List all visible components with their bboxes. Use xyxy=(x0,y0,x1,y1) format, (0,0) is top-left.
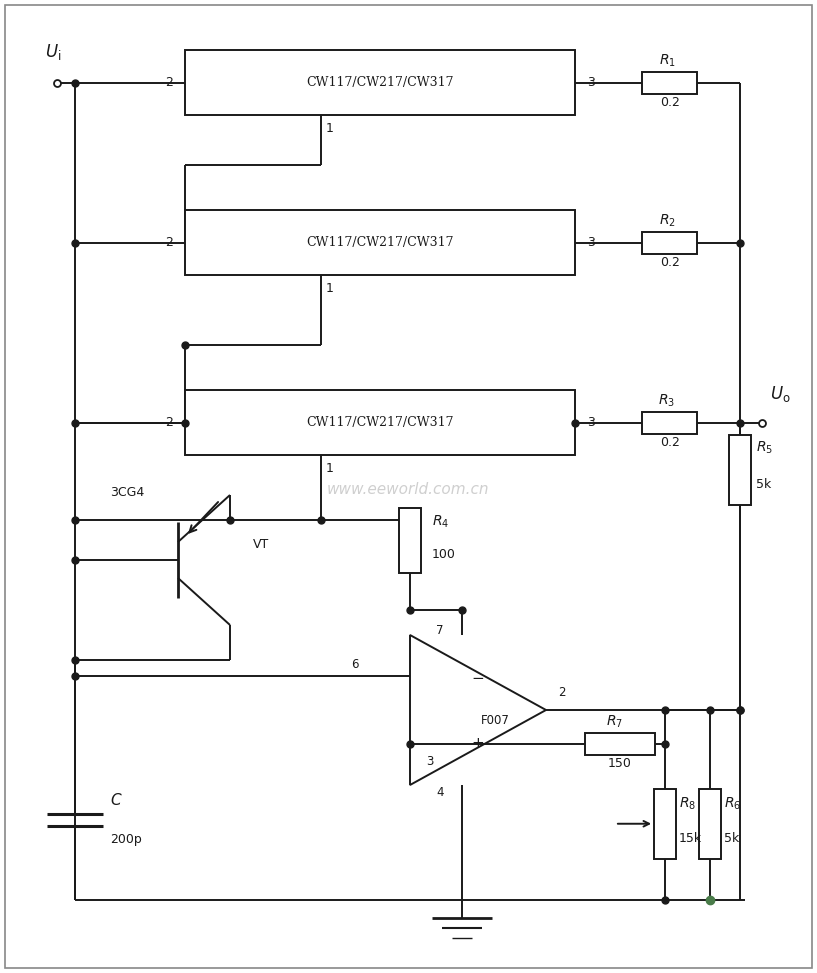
Text: 5k: 5k xyxy=(756,479,771,491)
Bar xyxy=(699,789,721,859)
Bar xyxy=(642,232,698,254)
Text: CW117/CW217/CW317: CW117/CW217/CW317 xyxy=(306,416,453,429)
Bar xyxy=(585,733,655,755)
Text: 2: 2 xyxy=(165,416,173,429)
Text: 4: 4 xyxy=(436,786,444,800)
Bar xyxy=(185,210,575,275)
Text: $R_2$: $R_2$ xyxy=(659,212,676,229)
Bar xyxy=(185,50,575,115)
Text: 0.2: 0.2 xyxy=(660,96,680,109)
Text: 0.2: 0.2 xyxy=(660,256,680,269)
Bar xyxy=(654,789,676,859)
Text: 150: 150 xyxy=(608,757,632,771)
Text: F007: F007 xyxy=(480,713,510,727)
Text: VT: VT xyxy=(253,538,270,552)
Text: 200p: 200p xyxy=(110,834,142,847)
Text: 7: 7 xyxy=(436,624,444,636)
Text: 0.2: 0.2 xyxy=(660,436,680,449)
Text: 6: 6 xyxy=(351,658,359,670)
Bar xyxy=(185,390,575,455)
Text: $R_8$: $R_8$ xyxy=(679,796,696,811)
Bar xyxy=(642,412,698,434)
Text: $U_{\rm o}$: $U_{\rm o}$ xyxy=(770,384,791,405)
Text: $C$: $C$ xyxy=(110,792,123,808)
Text: $R_3$: $R_3$ xyxy=(659,392,676,409)
Text: www.eeworld.com.cn: www.eeworld.com.cn xyxy=(327,483,489,497)
Text: 3: 3 xyxy=(587,416,595,429)
Text: 2: 2 xyxy=(558,686,565,699)
Bar xyxy=(642,71,698,93)
Text: $R_5$: $R_5$ xyxy=(756,440,773,456)
Text: 1: 1 xyxy=(325,462,333,476)
Text: CW117/CW217/CW317: CW117/CW217/CW317 xyxy=(306,76,453,89)
Text: $R_1$: $R_1$ xyxy=(659,53,676,69)
Text: $-$: $-$ xyxy=(471,668,484,684)
Text: 2: 2 xyxy=(165,236,173,249)
Bar xyxy=(399,508,421,572)
Text: 15k: 15k xyxy=(679,832,702,846)
Text: 5k: 5k xyxy=(724,832,739,846)
Text: CW117/CW217/CW317: CW117/CW217/CW317 xyxy=(306,236,453,249)
Bar xyxy=(729,435,751,505)
Text: 2: 2 xyxy=(165,76,173,89)
Text: $R_6$: $R_6$ xyxy=(724,796,741,811)
Text: 3CG4: 3CG4 xyxy=(110,486,145,498)
Text: 1: 1 xyxy=(325,282,333,296)
Text: $R_7$: $R_7$ xyxy=(606,713,623,730)
Text: $+$: $+$ xyxy=(471,737,484,751)
Text: 3: 3 xyxy=(587,76,595,89)
Text: $U_{\rm i}$: $U_{\rm i}$ xyxy=(45,43,61,62)
Text: $R_4$: $R_4$ xyxy=(432,514,449,530)
Text: 3: 3 xyxy=(426,755,433,769)
Text: 1: 1 xyxy=(325,123,333,135)
Text: 3: 3 xyxy=(587,236,595,249)
Text: 100: 100 xyxy=(432,549,456,561)
